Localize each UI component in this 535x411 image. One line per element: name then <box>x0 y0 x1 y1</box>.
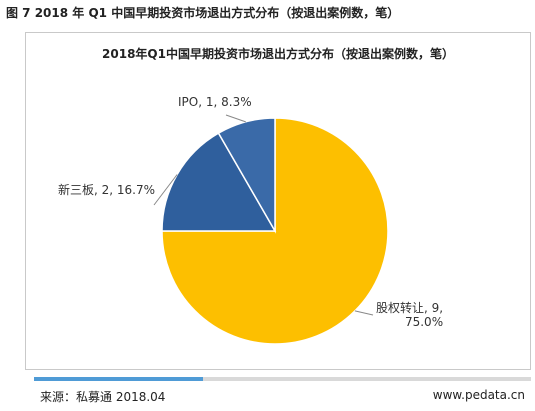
slice-neeq <box>161 132 277 232</box>
chart-title: 2018年Q1中国早期投资市场退出方式分布（按退出案例数，笔） <box>102 47 454 61</box>
leader-line-ipo <box>225 114 246 123</box>
source-text: 来源：私募通 2018.04 <box>40 390 166 404</box>
leader-line-equity-transfer <box>354 310 374 316</box>
slice-equity-transfer <box>161 117 389 345</box>
slice-label-neeq-line1: 新三板, 2, 16.7% <box>58 183 156 197</box>
progress-track <box>34 377 531 381</box>
slice-label-equity-transfer-line2: 75.0% <box>404 315 444 329</box>
slice-ipo <box>217 117 276 234</box>
leader-line-neeq <box>153 174 178 206</box>
website-text: www.pedata.cn <box>432 388 525 402</box>
chart-area: 2018年Q1中国早期投资市场退出方式分布（按退出案例数，笔） 股权转让, 9,… <box>25 32 531 370</box>
slice-label-equity-transfer: 股权转让, 9, 75.0% <box>376 301 443 329</box>
pie-chart <box>153 114 389 345</box>
slice-label-ipo-line1: IPO, 1, 8.3% <box>178 95 252 109</box>
figure-title: 图 7 2018 年 Q1 中国早期投资市场退出方式分布（按退出案例数，笔） <box>6 6 400 20</box>
slice-label-equity-transfer-line1: 股权转让, 9, <box>376 301 444 315</box>
progress-fill <box>34 377 203 381</box>
slice-label-neeq: 新三板, 2, 16.7% <box>58 183 155 197</box>
slice-label-ipo: IPO, 1, 8.3% <box>178 95 252 109</box>
